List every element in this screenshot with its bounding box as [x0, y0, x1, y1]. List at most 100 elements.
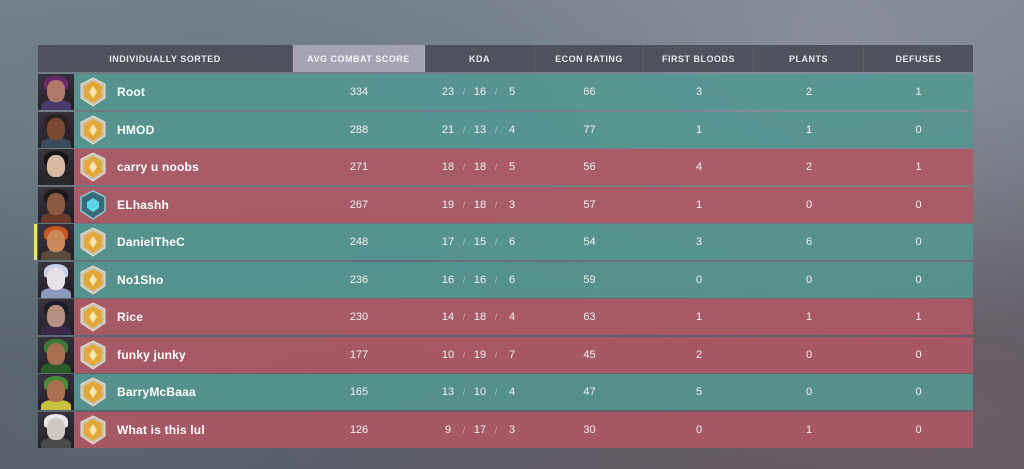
econ-rating-value: 45: [583, 348, 596, 361]
defuses-value: 0: [915, 236, 922, 248]
player-name[interactable]: HMOD: [117, 122, 155, 137]
player-name[interactable]: What is this lul: [117, 422, 205, 437]
avg-combat-score-value: 271: [349, 161, 369, 173]
avg-combat-score-header[interactable]: AVG COMBAT SCORE: [293, 45, 425, 72]
player-row[interactable]: HMOD 288 21 / 13 / 4 77 1 1 0: [38, 111, 973, 148]
first-bloods-value: 1: [695, 123, 703, 136]
kda-separator: /: [462, 87, 466, 97]
kills-value: 21: [441, 123, 455, 136]
player-name[interactable]: Rice: [117, 310, 144, 324]
plants-value: 0: [805, 273, 813, 286]
rank-icon: [78, 227, 108, 257]
kda-value: 14 / 18 / 4: [425, 299, 535, 335]
player-row[interactable]: Root 334 23 / 16 / 5 66 3 2 1: [38, 74, 973, 110]
first-bloods-value: 2: [695, 348, 703, 361]
kills-value: 9: [444, 423, 452, 436]
player-cell: Root: [38, 74, 293, 110]
deaths-value: 17: [473, 423, 487, 436]
econ-rating-value: 77: [583, 123, 596, 136]
agent-portrait-icon: [38, 74, 74, 110]
first-bloods-header[interactable]: FIRST BLOODS: [644, 45, 754, 72]
player-row[interactable]: DanielTheC 248 17 / 15 / 6 54 3 6 0: [34, 224, 973, 260]
deaths-value: 16: [473, 273, 487, 286]
defuses-value: 0: [915, 348, 922, 361]
kda-value: 10 / 19 / 7: [425, 337, 535, 373]
deaths-value: 15: [473, 236, 487, 248]
player-name[interactable]: ELhashh: [117, 197, 170, 212]
kda-separator: /: [462, 237, 466, 247]
kills-value: 19: [441, 198, 455, 211]
avg-combat-score-value: 267: [349, 198, 369, 211]
kda-value: 18 / 18 / 5: [425, 149, 535, 185]
first-bloods-value: 4: [695, 161, 703, 173]
deaths-value: 18: [473, 311, 487, 323]
kills-value: 23: [441, 86, 455, 98]
deaths-value: 19: [473, 348, 487, 361]
player-row[interactable]: What is this lul 126 9 / 17 / 3 30 0 1 0: [38, 411, 973, 448]
kda-value: 19 / 18 / 3: [425, 187, 535, 223]
player-name[interactable]: BarryMcBaaa: [117, 385, 196, 399]
plants-value: 0: [805, 198, 813, 211]
kda-value: 9 / 17 / 3: [425, 412, 535, 448]
agent-portrait-icon: [38, 374, 74, 410]
player-cell: ELhashh: [38, 186, 293, 223]
agent-portrait-icon: [38, 186, 74, 223]
kda-separator: /: [494, 424, 498, 435]
plants-value: 6: [805, 236, 813, 248]
agent-portrait-icon: [38, 224, 74, 260]
sort-individually-header[interactable]: INDIVIDUALLY SORTED: [38, 45, 293, 72]
assists-value: 4: [508, 311, 516, 323]
rank-icon: [78, 414, 108, 445]
agent-portrait-icon: [38, 411, 74, 448]
rank-icon: [78, 189, 108, 220]
first-bloods-value: 1: [695, 198, 703, 211]
player-row[interactable]: No1Sho 236 16 / 16 / 6 59 0 0 0: [38, 261, 973, 298]
rank-icon: [78, 152, 108, 182]
avg-combat-score-value: 230: [349, 311, 369, 323]
player-row[interactable]: funky junky 177 10 / 19 / 7 45 2 0 0: [38, 336, 973, 373]
kda-separator: /: [494, 199, 498, 210]
kda-separator: /: [494, 387, 498, 397]
assists-value: 5: [508, 161, 516, 173]
plants-value: 2: [805, 86, 813, 98]
player-cell: funky junky: [38, 336, 293, 373]
econ-rating-value: 63: [583, 311, 596, 323]
kda-separator: /: [462, 424, 466, 435]
player-row[interactable]: BarryMcBaaa 165 13 / 10 / 4 47 5 0 0: [38, 374, 973, 410]
player-name[interactable]: DanielTheC: [117, 235, 186, 249]
agent-portrait-icon: [38, 299, 74, 335]
player-name[interactable]: Root: [117, 85, 146, 99]
econ-rating-value: 59: [583, 273, 596, 286]
player-cell: HMOD: [38, 111, 293, 148]
deaths-value: 10: [473, 386, 487, 398]
assists-value: 3: [508, 198, 516, 211]
player-cell: BarryMcBaaa: [38, 374, 293, 410]
kda-separator: /: [462, 387, 466, 397]
plants-header[interactable]: PLANTS: [754, 45, 864, 72]
econ-rating-value: 47: [583, 386, 596, 398]
econ-rating-header[interactable]: ECON RATING: [535, 45, 644, 72]
player-row[interactable]: Rice 230 14 / 18 / 4 63 1 1 1: [38, 299, 973, 335]
econ-rating-value: 30: [583, 423, 596, 436]
kills-value: 17: [441, 236, 455, 248]
avg-combat-score-value: 165: [349, 386, 369, 398]
first-bloods-value: 5: [695, 386, 703, 398]
player-name[interactable]: funky junky: [117, 347, 186, 362]
kills-value: 18: [441, 161, 455, 173]
kda-value: 21 / 13 / 4: [425, 112, 535, 148]
defuses-value: 1: [915, 161, 922, 173]
avg-combat-score-value: 288: [349, 123, 369, 136]
kda-separator: /: [494, 312, 498, 322]
econ-rating-value: 54: [583, 236, 596, 248]
kda-header[interactable]: KDA: [425, 45, 535, 72]
player-name[interactable]: No1Sho: [117, 272, 164, 287]
kda-separator: /: [494, 87, 498, 97]
player-row[interactable]: ELhashh 267 19 / 18 / 3 57 1 0 0: [38, 186, 973, 223]
player-row[interactable]: carry u noobs 271 18 / 18 / 5 56 4 2 1: [38, 149, 973, 185]
defuses-header[interactable]: DEFUSES: [895, 53, 942, 64]
rank-icon: [78, 77, 108, 107]
econ-rating-value: 66: [583, 86, 596, 98]
player-name[interactable]: carry u noobs: [117, 160, 199, 174]
assists-value: 6: [508, 236, 516, 248]
defuses-value: 0: [915, 123, 922, 136]
